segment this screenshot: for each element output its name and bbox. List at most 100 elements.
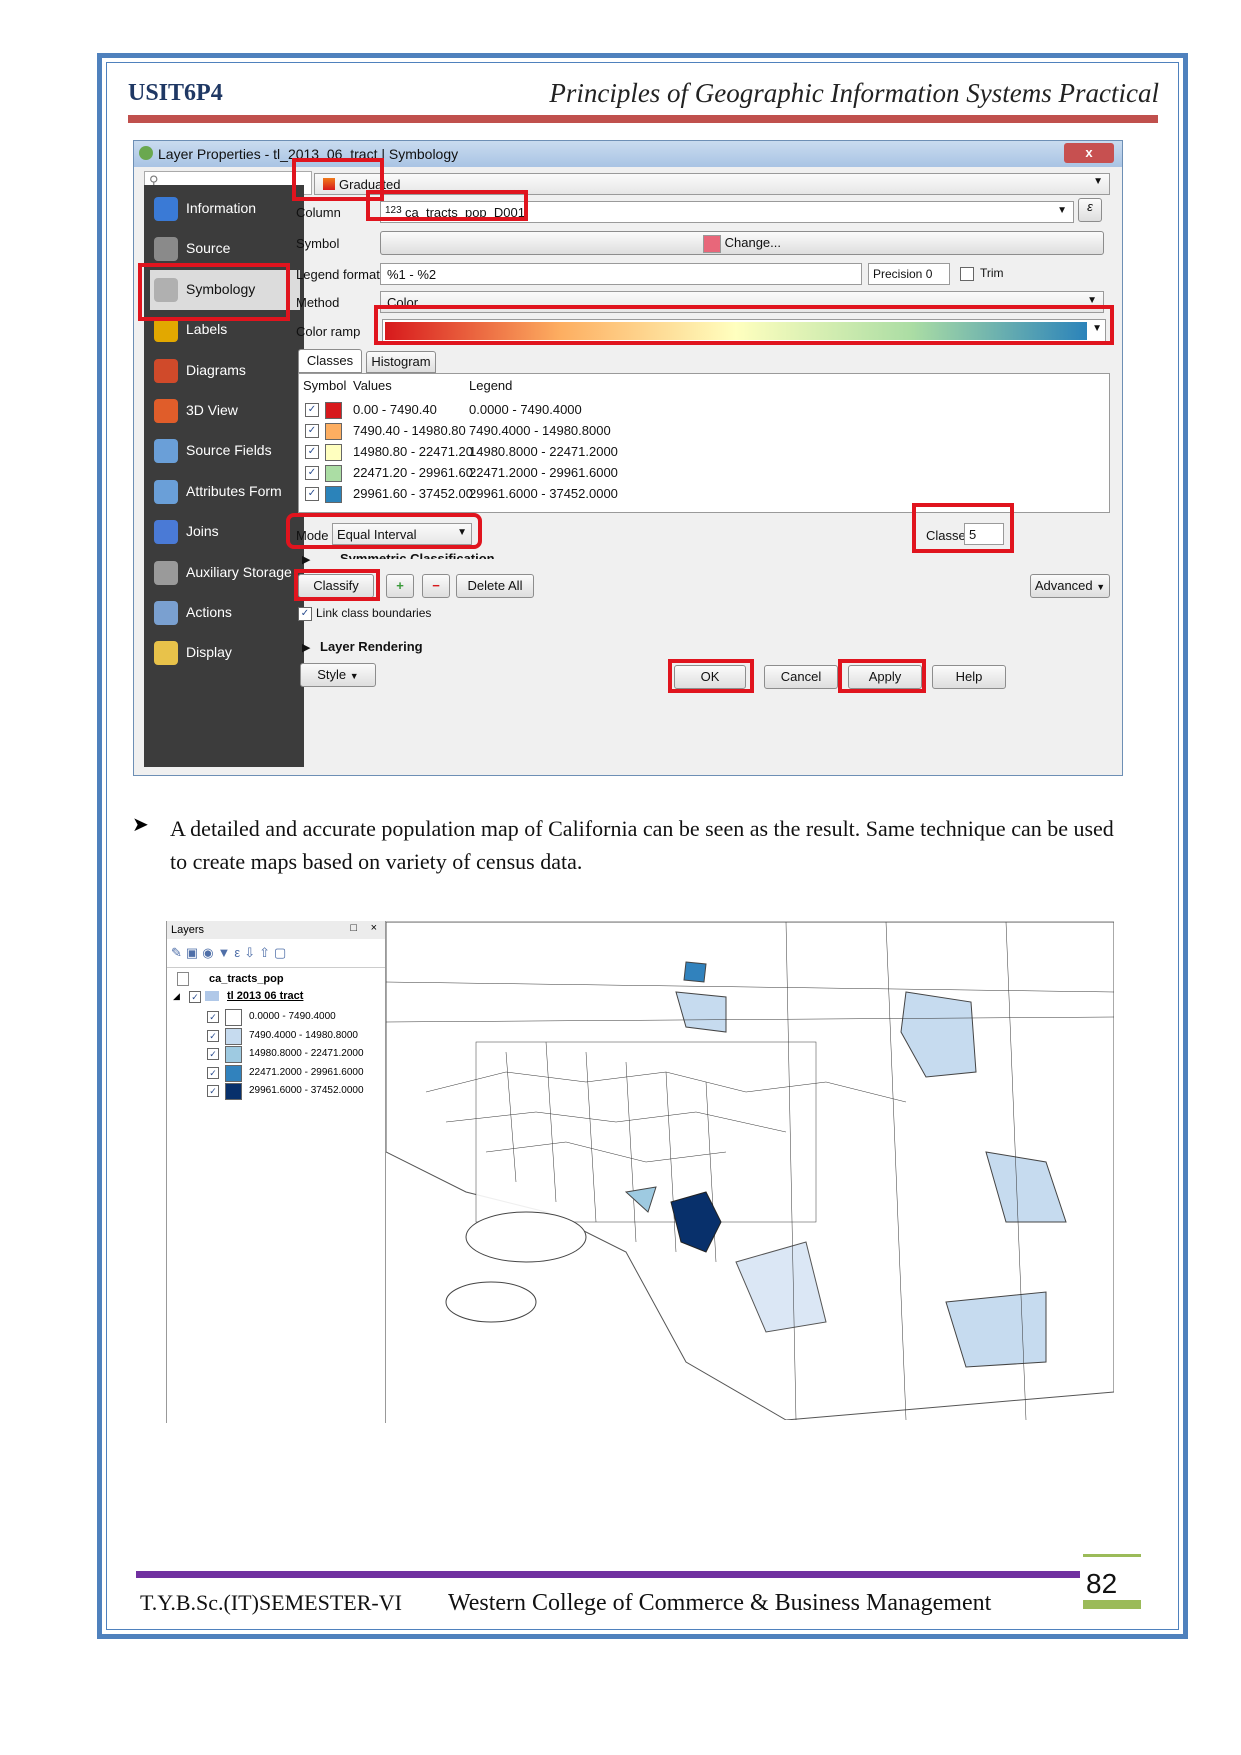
highlight-apply bbox=[838, 659, 926, 693]
style-icon[interactable]: ✎ bbox=[171, 945, 186, 960]
sidebar-item-labels[interactable]: Labels bbox=[150, 310, 300, 350]
legend-item[interactable]: ✓ 7490.4000 - 14980.8000 bbox=[167, 1027, 385, 1045]
advanced-button[interactable]: Advanced ▼ bbox=[1030, 574, 1110, 598]
class-visibility-checkbox[interactable]: ✓ bbox=[305, 445, 319, 459]
cancel-button[interactable]: Cancel bbox=[764, 665, 838, 689]
legend-swatch bbox=[225, 1009, 242, 1026]
legend-item-checkbox[interactable]: ✓ bbox=[207, 1029, 219, 1042]
table-row[interactable]: ✓ 29961.60 - 37452.00 29961.6000 - 37452.0… bbox=[299, 484, 1099, 504]
close-icon[interactable]: × bbox=[370, 922, 377, 934]
legend-item-checkbox[interactable]: ✓ bbox=[207, 1048, 219, 1060]
layer-properties-dialog: Layer Properties - tl_2013_06_tract | Sy… bbox=[133, 140, 1123, 776]
divider bbox=[167, 967, 385, 968]
bullet-arrow-icon: ➤ bbox=[132, 814, 149, 836]
visibility-icon[interactable]: ◉ bbox=[202, 945, 218, 960]
layer-visibility-checkbox[interactable]: ✓ bbox=[189, 991, 201, 1003]
sidebar-item-display[interactable]: Display bbox=[150, 633, 300, 673]
sidebar-item-attributes-form[interactable]: Attributes Form bbox=[150, 472, 300, 512]
filter-icon[interactable]: ▼ bbox=[217, 945, 235, 960]
legend-item-checkbox[interactable]: ✓ bbox=[207, 1066, 219, 1079]
tab-histogram[interactable]: Histogram bbox=[366, 351, 436, 373]
expression-button[interactable]: ε bbox=[1078, 198, 1102, 222]
class-legend: 7490.4000 - 14980.8000 bbox=[469, 423, 611, 438]
sidebar-item-3d-view[interactable]: 3D View bbox=[150, 391, 300, 431]
class-visibility-checkbox[interactable]: ✓ bbox=[305, 403, 319, 417]
legend-item-checkbox[interactable]: ✓ bbox=[207, 1085, 219, 1097]
table-row[interactable]: ✓ 14980.80 - 22471.20 14980.8000 - 22471.2… bbox=[299, 442, 1099, 462]
legend-item[interactable]: ✓ 0.0000 - 7490.4000 bbox=[167, 1009, 385, 1026]
sidebar-item-actions[interactable]: Actions bbox=[150, 593, 300, 633]
sidebar-item-source-fields[interactable]: Source Fields bbox=[150, 431, 300, 471]
expression-filter-icon[interactable]: ε bbox=[234, 945, 245, 960]
legend-format-input[interactable]: %1 - %2 bbox=[380, 263, 862, 285]
class-color-swatch[interactable] bbox=[325, 486, 342, 503]
collapse-icon[interactable]: ◢ bbox=[173, 991, 180, 1001]
highlight-mode bbox=[286, 513, 482, 549]
expand-icon[interactable]: ▶ bbox=[302, 642, 311, 654]
help-button[interactable]: Help bbox=[932, 665, 1006, 689]
map-canvas[interactable] bbox=[386, 921, 1114, 1420]
color-ramp-select[interactable]: ▼ bbox=[382, 319, 1106, 343]
table-row[interactable]: ✓ 7490.40 - 14980.80 7490.4000 - 14980.800… bbox=[299, 421, 1099, 441]
class-visibility-checkbox[interactable]: ✓ bbox=[305, 424, 319, 438]
mode-select[interactable]: Equal Interval ▼ bbox=[332, 523, 472, 545]
class-color-swatch[interactable] bbox=[325, 444, 342, 461]
legend-item[interactable]: ✓ 22471.2000 - 29961.6000 bbox=[167, 1064, 385, 1082]
change-symbol-button[interactable]: Change... bbox=[380, 231, 1104, 255]
class-values: 14980.80 - 22471.20 bbox=[353, 444, 473, 459]
footer-rule bbox=[136, 1571, 1080, 1578]
diagrams-icon bbox=[154, 358, 178, 383]
page-border bbox=[97, 53, 1188, 1639]
layer-tl-2013-06-tract[interactable]: tl 2013 06 tract bbox=[227, 990, 304, 1002]
link-boundaries-checkbox[interactable]: ✓ bbox=[298, 607, 312, 621]
float-icon[interactable]: □ bbox=[350, 922, 357, 934]
classes-spinbox[interactable]: 5 bbox=[964, 523, 1004, 545]
tab-classes[interactable]: Classes bbox=[298, 349, 362, 373]
renderer-select[interactable]: Graduated ▼ bbox=[314, 173, 1110, 195]
expand-all-icon[interactable]: ⇩ bbox=[244, 945, 260, 960]
class-visibility-checkbox[interactable]: ✓ bbox=[305, 487, 319, 501]
column-select[interactable]: 123 ca_tracts_pop_D001 ▼ bbox=[380, 201, 1074, 223]
display-icon bbox=[154, 641, 178, 666]
link-boundaries-label: Link class boundaries bbox=[316, 606, 432, 620]
attributes-form-icon bbox=[154, 479, 178, 504]
apply-button[interactable]: Apply bbox=[848, 665, 922, 689]
highlight-symbology bbox=[138, 263, 290, 321]
legend-item[interactable]: ✓ 14980.8000 - 22471.2000 bbox=[167, 1046, 385, 1063]
chevron-down-icon: ▼ bbox=[1092, 323, 1102, 334]
layer-ca-tracts-pop[interactable]: ca_tracts_pop bbox=[209, 973, 284, 985]
classify-button[interactable]: Classify bbox=[298, 574, 374, 598]
symbology-icon bbox=[154, 277, 178, 302]
class-color-swatch[interactable] bbox=[325, 402, 342, 419]
sidebar-item-joins[interactable]: Joins bbox=[150, 512, 300, 552]
sidebar-item-symbology[interactable]: Symbology bbox=[150, 269, 300, 310]
remove-layer-icon[interactable]: ▢ bbox=[274, 945, 291, 960]
add-group-icon[interactable]: ▣ bbox=[185, 945, 203, 960]
style-button[interactable]: Style ▼ bbox=[300, 663, 376, 687]
trim-checkbox[interactable] bbox=[960, 267, 974, 281]
class-color-swatch[interactable] bbox=[325, 465, 342, 482]
symmetric-classification[interactable]: Symmetric Classification bbox=[340, 551, 495, 559]
sidebar-item-auxiliary-storage[interactable]: Auxiliary Storage bbox=[150, 553, 300, 593]
legend-item[interactable]: ✓ 29961.6000 - 37452.0000 bbox=[167, 1083, 385, 1100]
table-row[interactable]: ✓ 0.00 - 7490.40 0.0000 - 7490.4000 bbox=[299, 400, 1099, 420]
delete-all-button[interactable]: Delete All bbox=[456, 574, 534, 598]
class-visibility-checkbox[interactable]: ✓ bbox=[305, 466, 319, 480]
table-row[interactable]: ✓ 22471.20 - 29961.60 22471.2000 - 29961.6… bbox=[299, 463, 1099, 483]
collapse-all-icon[interactable]: ⇧ bbox=[259, 945, 275, 960]
color-ramp-label: Color ramp bbox=[296, 324, 361, 339]
add-class-button[interactable]: + bbox=[386, 574, 414, 598]
sidebar-item-information[interactable]: Information bbox=[150, 189, 300, 229]
sidebar-item-diagrams[interactable]: Diagrams bbox=[150, 351, 300, 391]
class-color-swatch[interactable] bbox=[325, 423, 342, 440]
legend-item-checkbox[interactable]: ✓ bbox=[207, 1011, 219, 1023]
layer-rendering-section[interactable]: Layer Rendering bbox=[320, 639, 423, 654]
search-icon: ⚲ bbox=[149, 173, 159, 188]
expand-icon[interactable]: ▶ bbox=[302, 554, 311, 566]
remove-class-button[interactable]: − bbox=[422, 574, 450, 598]
precision-spinbox[interactable]: Precision 0 bbox=[868, 263, 950, 285]
close-button[interactable]: x bbox=[1064, 143, 1114, 163]
sidebar-item-source[interactable]: Source bbox=[150, 229, 300, 269]
legend-swatch bbox=[225, 1027, 242, 1045]
ok-button[interactable]: OK bbox=[674, 665, 746, 689]
